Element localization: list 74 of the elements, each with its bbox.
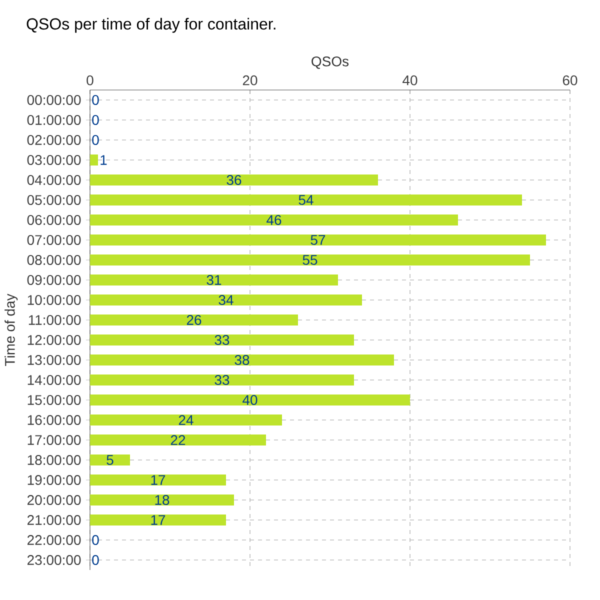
data-label: 46 — [266, 215, 282, 225]
bar — [90, 314, 298, 326]
data-label: 0 — [92, 115, 99, 125]
data-label: 22 — [170, 435, 186, 445]
data-label: 33 — [214, 375, 230, 385]
chart-title: QSOs per time of day for container. — [26, 18, 276, 33]
data-label: 40 — [242, 395, 258, 405]
bar — [90, 394, 410, 406]
y-tick-label: 11:00:00 — [28, 315, 81, 325]
y-tick-label: 03:00:00 — [27, 155, 81, 165]
y-tick-label: 06:00:00 — [27, 215, 81, 225]
data-label: 33 — [214, 335, 230, 345]
data-label: 0 — [92, 95, 99, 105]
x-axis-title: QSOs — [312, 56, 349, 69]
y-tick-label: 10:00:00 — [28, 295, 81, 305]
data-label: 1 — [100, 155, 107, 165]
y-tick-label: 13:00:00 — [28, 355, 81, 365]
bar — [90, 194, 522, 206]
y-tick-label: 02:00:00 — [27, 135, 81, 145]
y-tick-label: 09:00:00 — [27, 275, 81, 285]
bar — [90, 214, 458, 226]
bar — [90, 334, 354, 346]
y-tick-label: 14:00:00 — [28, 375, 81, 385]
y-tick-label: 17:00:00 — [28, 435, 81, 445]
bar — [90, 414, 282, 426]
data-label: 17 — [151, 475, 166, 485]
y-tick-label: 01:00:00 — [27, 115, 81, 125]
y-axis-title: Time of day — [4, 294, 18, 366]
data-label: 36 — [226, 175, 242, 185]
data-label: 55 — [302, 255, 318, 265]
bar — [90, 354, 394, 366]
y-tick-label: 20:00:00 — [28, 495, 81, 505]
y-tick-label: 04:00:00 — [27, 175, 81, 185]
data-label: 31 — [206, 275, 222, 285]
data-label: 24 — [178, 415, 194, 425]
y-tick-label: 16:00:00 — [28, 415, 81, 425]
x-tick-label: 20 — [242, 75, 258, 86]
data-label: 17 — [151, 515, 166, 525]
y-tick-label: 08:00:00 — [27, 255, 81, 265]
y-tick-label: 22:00:00 — [28, 535, 81, 545]
bar — [90, 374, 354, 386]
bar — [90, 254, 530, 266]
y-tick-label: 12:00:00 — [28, 335, 81, 345]
y-tick-label: 15:00:00 — [28, 395, 81, 405]
data-label: 0 — [92, 135, 99, 145]
bar — [90, 154, 98, 166]
bar — [90, 514, 226, 526]
data-label: 5 — [106, 455, 114, 465]
data-label: 18 — [155, 495, 170, 505]
data-label: 0 — [92, 535, 99, 545]
y-tick-label: 21:00:00 — [28, 515, 81, 525]
x-tick-label: 40 — [402, 75, 418, 86]
y-tick-label: 23:00:00 — [28, 555, 81, 565]
bar — [90, 294, 362, 306]
bar — [90, 174, 378, 186]
y-tick-label: 00:00:00 — [27, 95, 81, 105]
bar — [90, 494, 234, 506]
data-label: 38 — [234, 355, 250, 365]
x-tick-label: 60 — [562, 75, 578, 86]
bar — [90, 474, 226, 486]
y-tick-label: 18:00:00 — [28, 455, 81, 465]
bar — [90, 434, 266, 446]
y-tick-label: 19:00:00 — [28, 475, 81, 485]
data-label: 54 — [298, 195, 314, 205]
y-tick-label: 07:00:00 — [27, 235, 81, 245]
x-tick-label: 0 — [86, 75, 94, 86]
data-label: 26 — [186, 315, 202, 325]
bar — [90, 234, 546, 246]
data-label: 34 — [218, 295, 234, 305]
data-label: 57 — [310, 235, 326, 245]
bar — [90, 454, 130, 466]
bar — [90, 274, 338, 286]
data-label: 0 — [92, 555, 99, 565]
y-tick-label: 05:00:00 — [27, 195, 81, 205]
